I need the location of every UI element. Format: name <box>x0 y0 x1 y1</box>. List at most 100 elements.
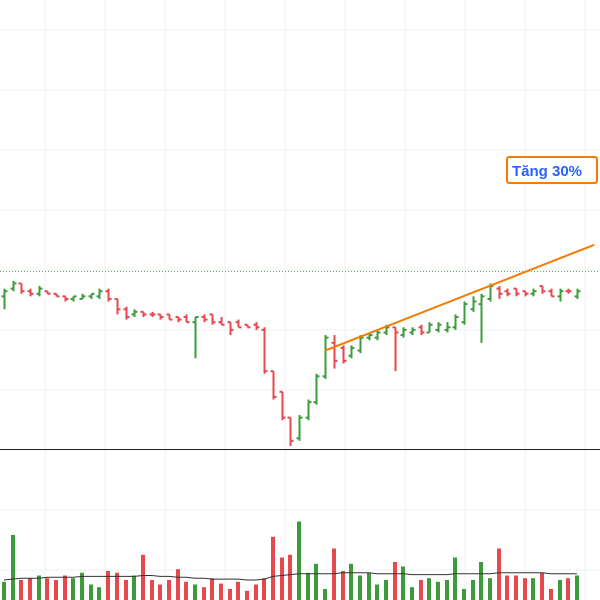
volume-bar <box>445 580 449 600</box>
ohlc-bar <box>96 288 103 299</box>
ohlc-bar <box>1 288 8 310</box>
volume-bar <box>150 580 154 600</box>
volume-bar <box>45 578 49 600</box>
ohlc-bar <box>409 327 416 336</box>
ohlc-bar <box>183 314 190 324</box>
ohlc-bar <box>305 399 312 421</box>
ohlc-bar <box>496 286 503 299</box>
ohlc-bar <box>62 295 69 302</box>
ohlc-bar <box>123 306 130 320</box>
volume-bar <box>575 575 579 600</box>
volume-bar <box>210 578 214 600</box>
volume-bar <box>419 580 423 600</box>
ohlc-bar <box>227 321 234 336</box>
ohlc-bar <box>331 335 338 369</box>
ohlc-bar <box>287 416 294 446</box>
annotation-box <box>506 156 598 184</box>
ohlc-bar <box>10 280 17 292</box>
volume-bar <box>28 578 32 600</box>
ohlc-bar <box>140 310 147 317</box>
ohlc-bar <box>209 313 216 325</box>
ohlc-bar <box>270 370 277 400</box>
ohlc-bar <box>444 322 451 333</box>
ohlc-bar <box>461 301 468 325</box>
ohlc-bar <box>157 313 164 320</box>
volume-bars <box>2 521 579 600</box>
ohlc-bar <box>530 288 537 297</box>
ohlc-bar <box>504 288 511 297</box>
volume-bar <box>427 578 431 600</box>
ohlc-bar <box>114 297 121 315</box>
ohlc-bar <box>340 345 347 364</box>
volume-bar <box>89 584 93 600</box>
volume-bar <box>375 584 379 600</box>
volume-bar <box>71 578 75 600</box>
volume-bar <box>332 548 336 600</box>
volume-bar <box>558 580 562 600</box>
volume-bar <box>37 575 41 600</box>
volume-bar <box>410 587 414 600</box>
volume-bar <box>358 575 362 600</box>
volume-bar <box>367 572 371 600</box>
ohlc-bar <box>244 323 251 329</box>
volume-bar <box>393 562 397 600</box>
ohlc-bar <box>418 324 425 336</box>
ohlc-bar <box>400 327 407 338</box>
ohlc-bar <box>348 345 355 359</box>
volume-bar <box>262 578 266 600</box>
gain-annotation[interactable]: Tăng 30% <box>506 156 598 184</box>
ohlc-bar <box>149 311 156 317</box>
volume-bar <box>271 536 275 600</box>
ohlc-bar <box>53 292 60 298</box>
volume-bar <box>523 578 527 600</box>
volume-bar <box>280 557 284 600</box>
ohlc-bar <box>105 288 112 302</box>
ohlc-bar <box>175 316 182 323</box>
ohlc-bar <box>44 290 51 295</box>
volume-bar <box>167 580 171 600</box>
volume-bar <box>497 548 501 600</box>
volume-bar <box>54 580 58 600</box>
ohlc-bar <box>18 282 25 294</box>
ohlc-bar <box>548 288 555 298</box>
ohlc-bar <box>253 322 260 330</box>
volume-bar <box>349 563 353 600</box>
ohlc-bar <box>374 329 381 341</box>
ohlc-bar <box>565 288 572 294</box>
volume-bar <box>80 572 84 600</box>
volume-bar <box>184 581 188 600</box>
ohlc-bar <box>452 314 459 330</box>
ohlc-bar <box>522 290 529 297</box>
ohlc-bar <box>574 288 581 299</box>
volume-bar <box>341 571 345 600</box>
volume-bar <box>2 581 6 600</box>
volume-bar <box>254 584 258 600</box>
ohlc-bar <box>539 285 546 294</box>
ohlc-bar <box>27 288 34 297</box>
ohlc-bar <box>435 322 442 333</box>
volume-bar <box>531 578 535 600</box>
volume-bar <box>124 580 128 600</box>
volume-bar <box>288 554 292 600</box>
ohlc-bar <box>70 295 77 302</box>
volume-bar <box>297 521 301 600</box>
ohlc-bar <box>79 293 86 300</box>
volume-bar <box>323 589 327 600</box>
volume-bar <box>306 572 310 600</box>
ohlc-bar <box>131 309 138 317</box>
ohlc-bar <box>235 319 242 329</box>
ohlc-bar <box>313 373 320 405</box>
trend-line[interactable] <box>324 243 595 352</box>
volume-bar <box>314 563 318 600</box>
volume-bar <box>158 584 162 600</box>
ohlc-bar <box>218 317 225 326</box>
volume-bar <box>540 572 544 600</box>
ohlc-bar <box>201 314 208 323</box>
volume-bar <box>236 581 240 600</box>
volume-bar <box>245 590 249 600</box>
ohlc-bar <box>279 390 286 421</box>
volume-bar <box>566 578 570 600</box>
